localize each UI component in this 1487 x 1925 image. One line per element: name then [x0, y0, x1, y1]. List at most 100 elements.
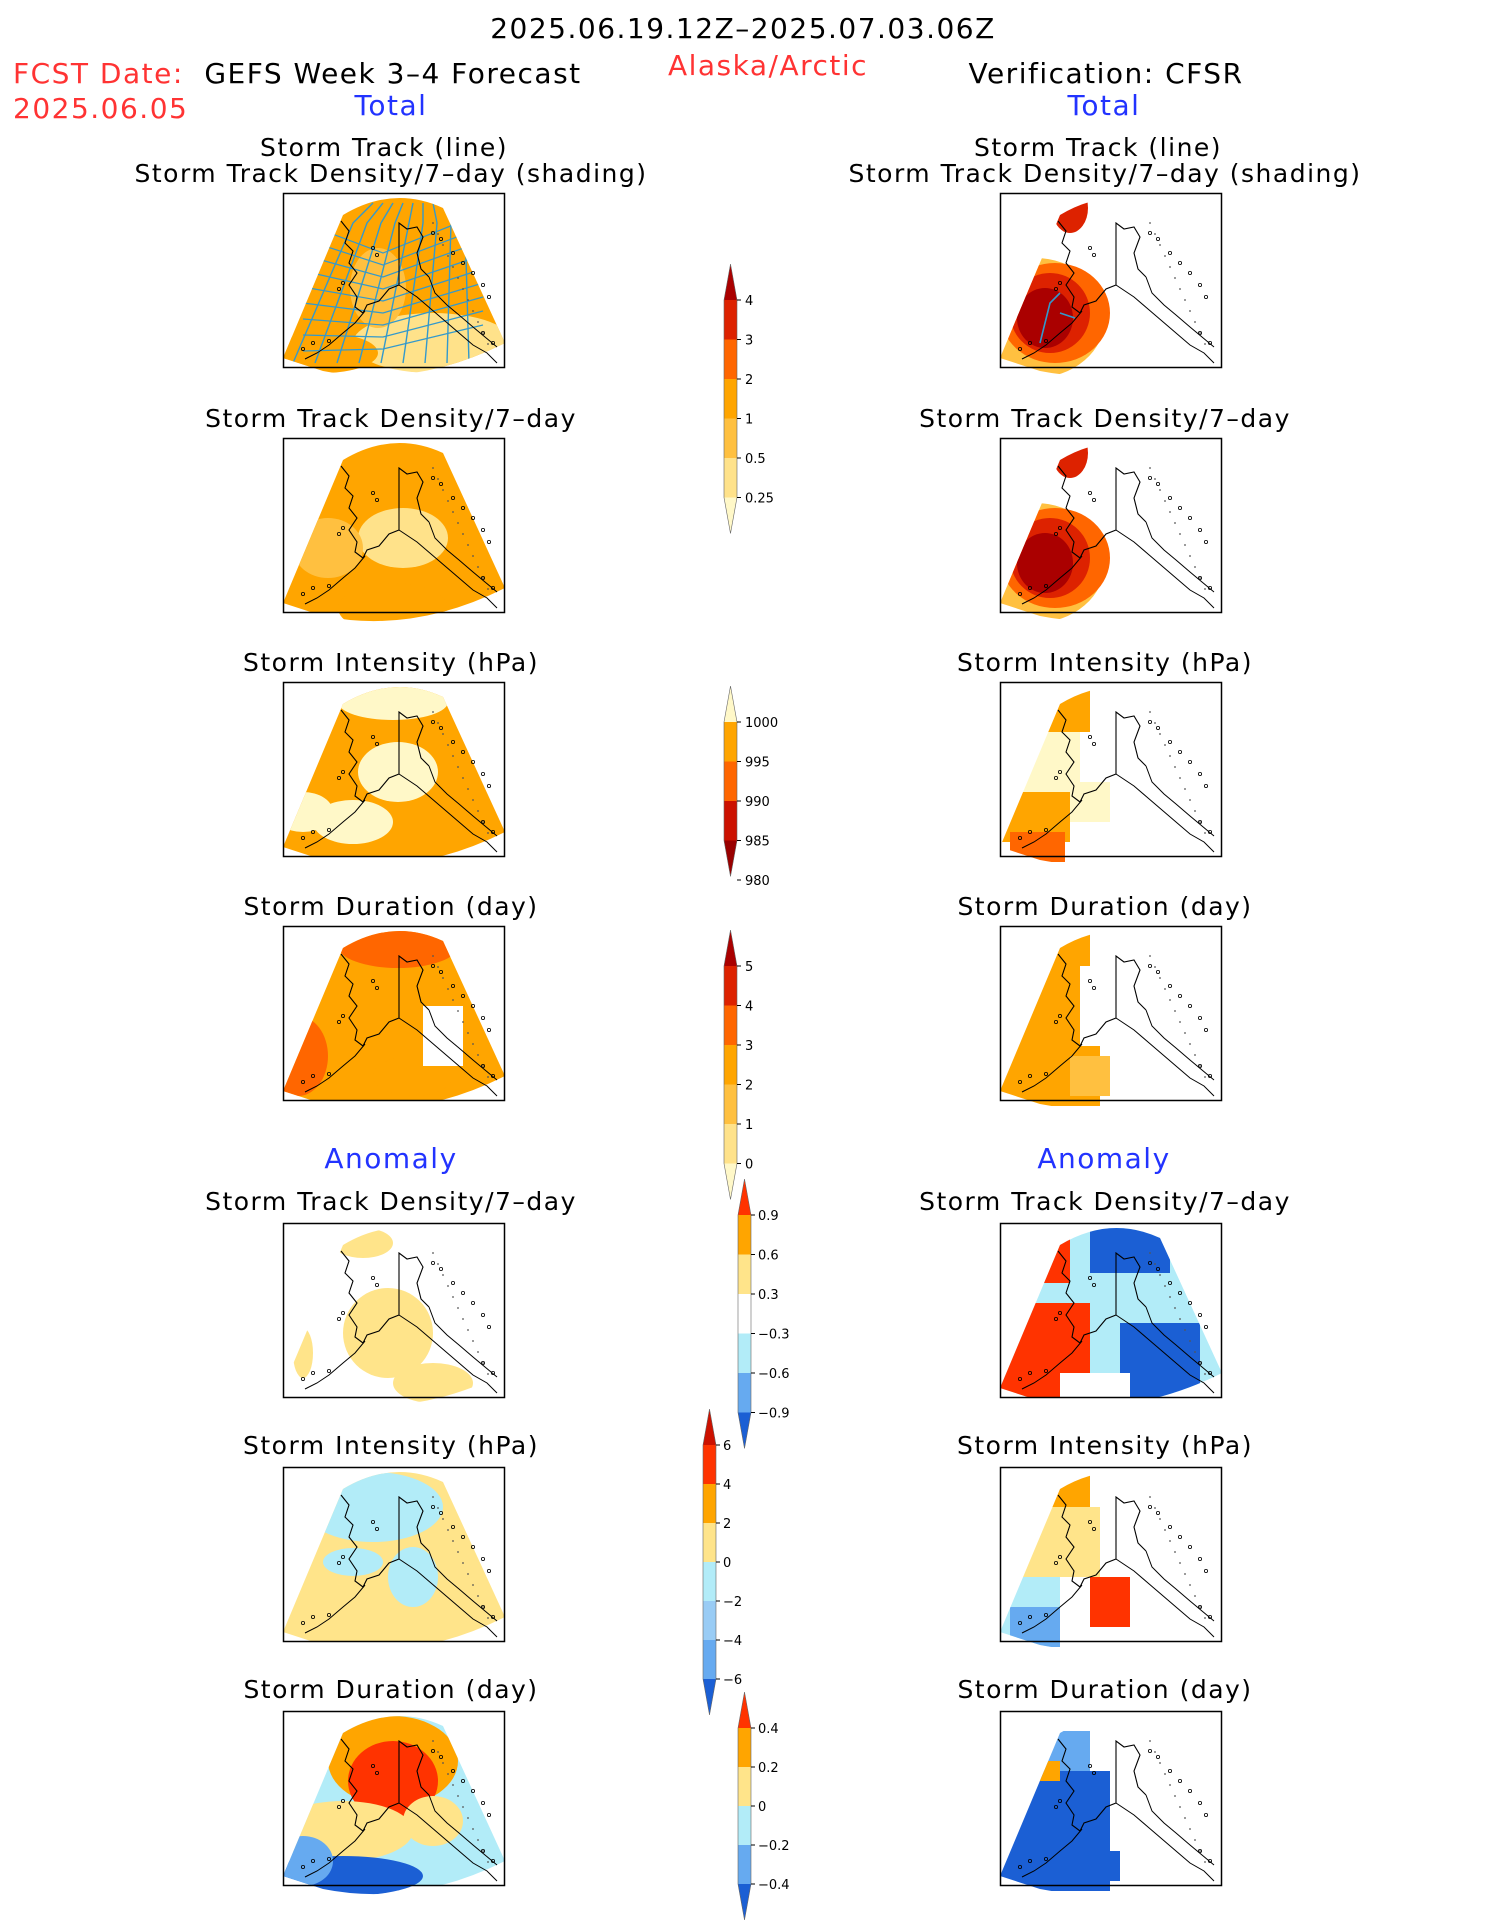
island-mark: [480, 1016, 485, 1021]
colorbar-end-bottom: [738, 1412, 751, 1449]
map-frame: [282, 437, 506, 614]
map-graticule-dot: [477, 1054, 479, 1056]
island-mark: [1207, 340, 1212, 345]
map-graticule-dot: [457, 1010, 459, 1012]
island-mark: [1203, 784, 1208, 789]
border-line: [1115, 284, 1215, 364]
map-graticule-dot: [1159, 733, 1161, 735]
southeast-coastline: [428, 1550, 498, 1622]
map-shading-region: [283, 1016, 328, 1096]
map-panel-forecast-1: [282, 437, 506, 622]
map-graticule-dot: [477, 321, 479, 323]
colorbar-tick-label: 0.5: [745, 452, 766, 467]
map-graticule-dot: [1204, 343, 1206, 345]
map-graticule-dot: [482, 1850, 484, 1852]
alaska-coastline: [1057, 1494, 1147, 1588]
colorbar-segment: [724, 1084, 737, 1124]
island-mark: [1044, 338, 1049, 343]
island-mark: [327, 1612, 332, 1617]
island-mark: [300, 591, 305, 596]
island-mark: [1155, 726, 1160, 731]
map-graticule-dot: [1169, 1540, 1171, 1542]
island-mark: [450, 740, 455, 745]
island-mark: [486, 295, 491, 300]
southeast-coastline: [1145, 1306, 1215, 1378]
map-group: [282, 192, 1223, 1895]
island-mark: [1058, 1555, 1063, 1560]
map-frame: [282, 1222, 506, 1399]
peninsula-coastline: [1021, 799, 1083, 849]
map-graticule-dot: [1149, 955, 1151, 957]
panel-title-duration-anom-right: Storm Duration (day): [957, 1675, 1253, 1704]
island-mark: [371, 979, 376, 984]
map-graticule-dot: [1194, 1839, 1196, 1841]
map-shading-region: [338, 583, 448, 622]
map-shading-region: [1090, 1577, 1130, 1627]
island-mark: [1147, 1261, 1152, 1266]
map-graticule-dot: [1194, 321, 1196, 323]
island-mark: [337, 776, 342, 781]
alaska-coastline: [1057, 465, 1147, 559]
island-mark: [1044, 1856, 1049, 1861]
island-mark: [480, 528, 485, 533]
island-mark: [1197, 1848, 1202, 1853]
map-graticule-dot: [1174, 522, 1176, 524]
map-graticule-dot: [1199, 821, 1201, 823]
island-mark: [1058, 526, 1063, 531]
anomaly-label-right: Anomaly: [1037, 1142, 1171, 1175]
island-mark: [371, 246, 376, 251]
island-mark: [375, 986, 380, 991]
map-graticule-dot: [457, 522, 459, 524]
colorbar-density-anom: 0.9 0.6 0.3 −0.3 −0.6 −0.9: [737, 1178, 790, 1449]
island-mark: [341, 1555, 346, 1560]
island-mark: [460, 994, 465, 999]
island-mark: [1167, 740, 1172, 745]
island-mark: [1017, 1864, 1022, 1869]
island-mark: [1027, 1858, 1032, 1863]
colorbar-tick-label: 0: [758, 1800, 766, 1815]
island-mark: [371, 491, 376, 496]
map-graticule-dot: [1149, 1496, 1151, 1498]
island-mark: [1155, 482, 1160, 487]
map-graticule-dot: [1189, 310, 1191, 312]
colorbar-segment: [724, 1124, 737, 1164]
storm-track-line: [380, 202, 414, 364]
map-graticule-dot: [1204, 1861, 1206, 1863]
island-mark: [1147, 1505, 1152, 1510]
map-panel-verification-4: [999, 1222, 1223, 1399]
map-graticule-dot: [447, 1529, 449, 1531]
island-mark: [327, 827, 332, 832]
island-mark: [460, 1535, 465, 1540]
map-shading-region: [1000, 687, 1090, 732]
southeast-coastline: [1145, 276, 1215, 348]
map-graticule-dot: [1179, 288, 1181, 290]
island-mark: [1058, 281, 1063, 286]
map-graticule-dot: [442, 244, 444, 246]
map-graticule-dot: [1159, 977, 1161, 979]
map-shading-region: [1000, 966, 1080, 1046]
map-graticule-dot: [462, 1318, 464, 1320]
island-mark: [1054, 1805, 1059, 1810]
alaska-coastline: [340, 1494, 430, 1588]
map-shading-region: [338, 687, 448, 720]
island-mark: [1203, 540, 1208, 545]
alaska-coastline: [340, 709, 430, 803]
fcst-date-value: 2025.06.05: [13, 92, 189, 125]
island-mark: [430, 1505, 435, 1510]
map-graticule-dot: [482, 821, 484, 823]
colorbar-segment: [738, 1294, 751, 1334]
island-mark: [341, 526, 346, 531]
island-mark: [1027, 1370, 1032, 1375]
map-graticule-dot: [1189, 799, 1191, 801]
map-graticule-dot: [1164, 1285, 1166, 1287]
island-mark: [1203, 1028, 1208, 1033]
map-graticule-dot: [1169, 511, 1171, 513]
island-mark: [1197, 330, 1202, 335]
map-graticule-dot: [452, 1296, 454, 1298]
island-mark: [1177, 1779, 1182, 1784]
panel-title-density-anom-right: Storm Track Density/7–day: [919, 1187, 1291, 1216]
island-mark: [1187, 516, 1192, 521]
island-mark: [1147, 720, 1152, 725]
storm-track-line: [314, 202, 384, 364]
island-mark: [490, 1858, 495, 1863]
